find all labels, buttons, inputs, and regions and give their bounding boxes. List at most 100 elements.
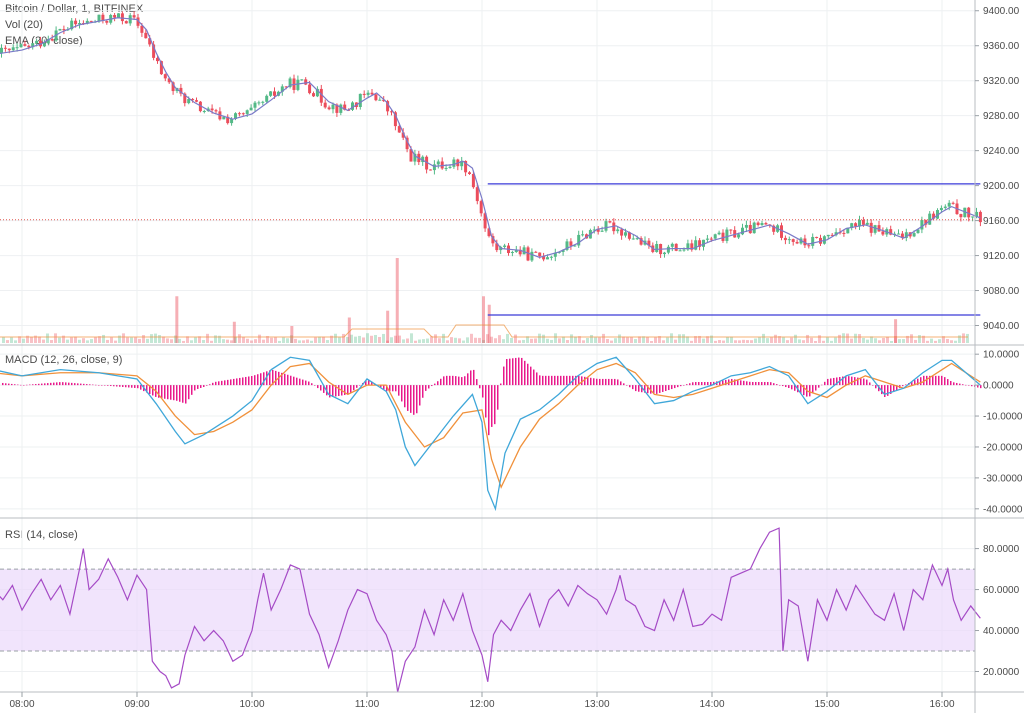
histogram-bar [815, 385, 817, 391]
volume-bar [290, 335, 293, 343]
symbol-title[interactable]: Bitcoin / Dollar, 1, BITFINEX [5, 3, 144, 15]
histogram-bar [380, 385, 382, 388]
volume-bar [494, 338, 497, 343]
histogram-bar [629, 385, 631, 388]
histogram-bar [479, 385, 481, 389]
candle-body [140, 25, 144, 33]
histogram-bar [113, 385, 115, 387]
histogram-bar [347, 385, 349, 395]
candle-body [124, 21, 128, 24]
volume-bar [794, 334, 797, 343]
candle-body [15, 47, 19, 49]
volume-bar [262, 339, 265, 343]
candle-body [709, 238, 713, 240]
volume-bar [950, 340, 953, 343]
histogram-bar [935, 375, 937, 386]
histogram-bar [2, 382, 4, 386]
histogram-bar [368, 379, 370, 386]
histogram-bar [272, 369, 274, 386]
volume-bar [806, 334, 809, 343]
volume-bar [762, 333, 765, 343]
histogram-bar [968, 385, 970, 386]
candle-body [698, 240, 702, 247]
candle-body [877, 225, 881, 232]
volume-bar [726, 337, 729, 343]
candle-body [195, 100, 198, 102]
volume-bar [250, 340, 253, 343]
volume-bar [550, 339, 553, 343]
volume-bar [74, 336, 77, 343]
histogram-bar [314, 385, 316, 386]
histogram-bar [494, 385, 496, 425]
volume-bar [42, 339, 45, 343]
candle-body [624, 232, 627, 236]
candle-body [136, 17, 140, 26]
volume-bar [190, 340, 193, 343]
histogram-bar [788, 385, 790, 388]
volume-legend[interactable]: Vol (20) [5, 19, 43, 31]
candle-body [928, 213, 932, 225]
volume-bar [914, 339, 917, 343]
histogram-bar [875, 385, 877, 389]
candle-body [795, 241, 799, 244]
histogram-bar [185, 385, 187, 404]
candle-body [89, 20, 93, 22]
candle-body [436, 161, 440, 165]
histogram-bar [863, 378, 865, 386]
volume-bar [522, 339, 525, 343]
candle-body [620, 229, 624, 236]
time-tick-label: 16:00 [929, 699, 954, 710]
histogram-bar [563, 375, 565, 386]
volume-bar [674, 339, 677, 343]
histogram-bar [509, 358, 511, 386]
rsi-legend[interactable]: RSI (14, close) [5, 529, 78, 541]
histogram-bar [77, 383, 79, 386]
candle-body [327, 107, 331, 110]
histogram-bar [164, 385, 166, 399]
candle-body [46, 39, 50, 44]
histogram-bar [389, 385, 391, 392]
volume-bar [226, 339, 229, 343]
histogram-bar [263, 372, 265, 386]
candle-body [725, 229, 729, 241]
volume-bar [906, 335, 909, 343]
volume-bar [98, 336, 101, 343]
volume-bar [430, 336, 433, 343]
macd-legend[interactable]: MACD (12, 26, close, 9) [5, 354, 123, 366]
candle-body [362, 93, 366, 95]
histogram-bar [851, 376, 853, 386]
candle-body [530, 251, 534, 261]
volume-bar [130, 337, 133, 343]
volume-bar [578, 336, 581, 343]
candle-body [378, 99, 382, 101]
rsi-line [0, 527, 981, 693]
volume-bar [750, 340, 753, 343]
candle-body [397, 126, 401, 133]
volume-spike [395, 258, 399, 343]
histogram-bar [152, 385, 154, 396]
candle-body [257, 102, 261, 104]
candle-body [210, 108, 214, 111]
volume-bar [826, 337, 829, 343]
histogram-bar [803, 385, 805, 396]
volume-bar [934, 340, 937, 343]
candle-body [861, 219, 865, 225]
histogram-bar [752, 382, 754, 386]
candle-body [514, 249, 518, 253]
candle-body [702, 239, 705, 247]
histogram-bar [791, 385, 793, 390]
volume-bar [862, 337, 865, 343]
volume-bar [690, 340, 693, 343]
candle-body [202, 111, 206, 113]
volume-bar [254, 339, 257, 343]
volume-bar [238, 334, 241, 343]
candle-body [932, 213, 936, 219]
volume-bar [782, 337, 785, 343]
volume-bar [402, 339, 405, 343]
histogram-bar [632, 385, 634, 390]
histogram-bar [641, 385, 643, 393]
volume-bar [346, 337, 349, 343]
volume-bar [590, 334, 593, 343]
histogram-bar [962, 384, 964, 386]
